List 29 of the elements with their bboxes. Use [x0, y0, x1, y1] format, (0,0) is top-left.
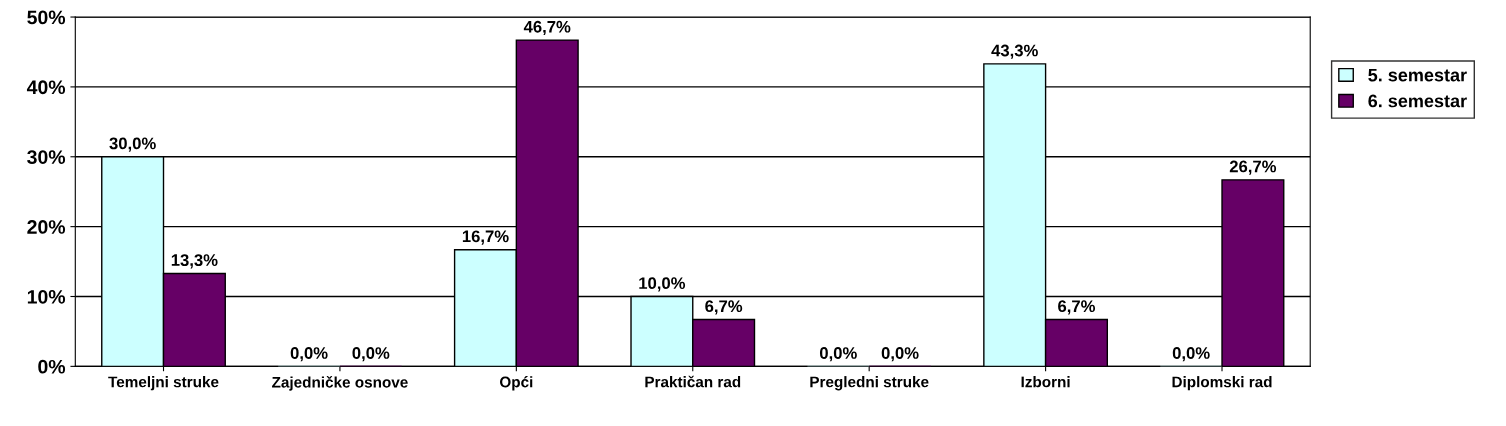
y-tick-label: 10% — [27, 289, 66, 304]
data-label: 16,7% — [462, 230, 509, 245]
legend-label: 6. semestar — [1368, 94, 1467, 108]
data-label: 10,0% — [639, 277, 686, 292]
data-label: 0,0% — [1172, 347, 1210, 362]
data-label: 43,3% — [991, 44, 1038, 59]
y-tick-label: 50% — [27, 10, 66, 25]
y-tick-label: 30% — [27, 150, 66, 165]
y-tick-label: 20% — [27, 220, 66, 234]
x-tick-label: Zajedničke osnove — [272, 376, 408, 391]
x-tick-label: Opći — [499, 376, 533, 391]
x-tick-label: Praktičan rad — [645, 375, 741, 388]
y-tick-label: 0% — [38, 359, 66, 374]
data-label: 0,0% — [881, 347, 919, 362]
data-label: 30,0% — [109, 137, 156, 152]
x-tick-label: Diplomski rad — [1172, 376, 1272, 391]
data-label: 26,7% — [1229, 160, 1277, 175]
data-label: 13,3% — [171, 254, 218, 269]
data-label: 46,7% — [523, 20, 571, 36]
data-label: 0,0% — [352, 347, 390, 362]
data-label: 6,7% — [705, 300, 743, 315]
x-tick-label: Temeljni struke — [108, 376, 219, 391]
data-label: 0,0% — [290, 347, 328, 362]
legend-label: 5. semestar — [1368, 68, 1467, 82]
x-tick-label: Izborni — [1021, 376, 1070, 388]
x-tick-label: Pregledni struke — [810, 376, 929, 391]
data-label: 0,0% — [819, 347, 857, 362]
y-tick-label: 40% — [26, 80, 66, 95]
data-label: 6,7% — [1058, 300, 1096, 315]
